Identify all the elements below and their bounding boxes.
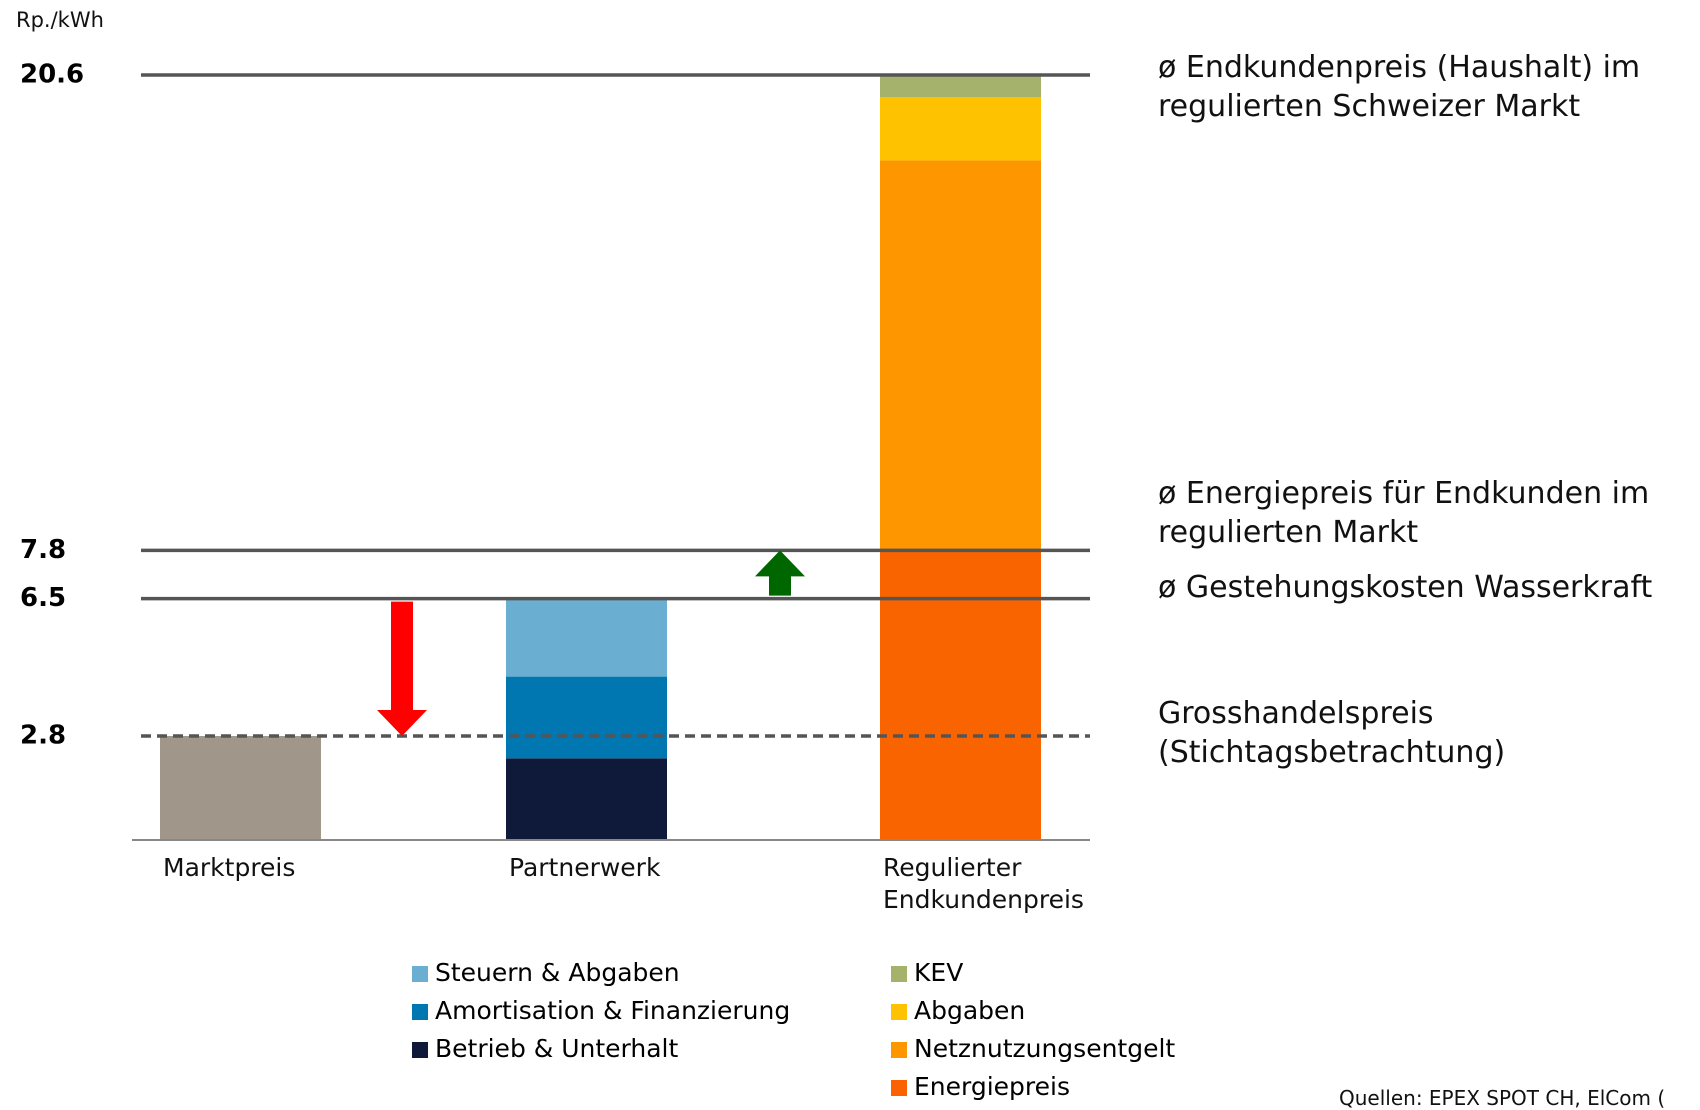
arrow xyxy=(755,550,805,596)
legend-label: Betrieb & Unterhalt xyxy=(435,1034,678,1063)
bar-segment xyxy=(880,160,1041,551)
y-tick-label: 2.8 xyxy=(20,721,66,751)
legend-swatch xyxy=(412,966,428,982)
legend-swatch xyxy=(891,966,907,982)
y-tick-label: 7.8 xyxy=(20,535,66,565)
legend-swatch xyxy=(891,1080,907,1096)
x-tick-label: Partnerwerk xyxy=(509,853,661,882)
bar-segment xyxy=(506,676,667,759)
arrow xyxy=(377,601,427,737)
legend-label: Steuern & Abgaben xyxy=(435,958,680,987)
legend-swatch xyxy=(412,1004,428,1020)
y-tick-label: 20.6 xyxy=(20,60,84,90)
annotation: ø Endkundenpreis (Haushalt) im reguliert… xyxy=(1158,50,1641,124)
annotation: ø Gestehungskosten Wasserkraft xyxy=(1158,570,1653,605)
y-tick-label: 6.5 xyxy=(20,583,66,613)
bar-segment xyxy=(880,97,1041,161)
legend-label: Energiepreis xyxy=(914,1072,1070,1101)
bar-segment xyxy=(160,736,321,840)
legend-label: Netznutzungsentgelt xyxy=(914,1034,1175,1063)
annotation: Grosshandelspreis (Stichtagsbetrachtung) xyxy=(1158,696,1506,770)
unit-label: Rp./kWh xyxy=(16,8,104,32)
bar-segment xyxy=(880,75,1041,98)
source: Quellen: EPEX SPOT CH, ElCom ( xyxy=(1339,1086,1666,1110)
legend-label: Abgaben xyxy=(914,996,1025,1025)
legend-label: Amortisation & Finanzierung xyxy=(435,996,790,1025)
legend-swatch xyxy=(891,1042,907,1058)
legend-swatch xyxy=(412,1042,428,1058)
bar-segment xyxy=(506,598,667,677)
legend-label: KEV xyxy=(914,958,963,987)
annotation: ø Energiepreis für Endkunden im regulier… xyxy=(1158,476,1650,550)
x-tick-label: Marktpreis xyxy=(163,853,296,882)
bar-segment xyxy=(506,758,667,840)
legend-swatch xyxy=(891,1004,907,1020)
x-tick-label: Regulierter Endkundenpreis xyxy=(883,853,1084,914)
bar-segment xyxy=(880,550,1041,840)
